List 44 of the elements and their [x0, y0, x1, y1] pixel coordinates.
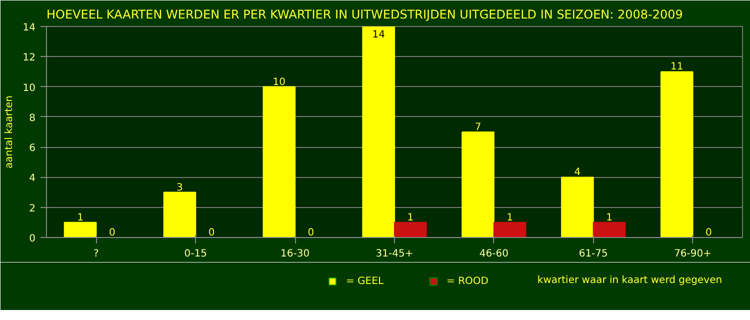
x-tick-label: ? — [94, 248, 99, 260]
x-tick-label: 76-90+ — [674, 248, 712, 260]
bar — [561, 176, 594, 238]
y-tick-label: 12 — [22, 52, 36, 64]
data-label: 14 — [372, 30, 385, 40]
bar — [163, 192, 196, 238]
data-label: 4 — [574, 167, 581, 178]
data-label: 0 — [706, 228, 712, 238]
y-tick-label: 10 — [22, 82, 36, 94]
x-tick-label: 61-75 — [578, 248, 608, 260]
data-label: 1 — [407, 212, 414, 224]
x-tick-label: 0-15 — [184, 248, 207, 260]
x-tick-label: 46-60 — [479, 248, 508, 260]
x-axis-title: kwartier waar in kaart werd gegeven — [537, 275, 722, 286]
data-label: 1 — [606, 212, 612, 224]
bar — [493, 222, 526, 238]
data-label: 0 — [108, 228, 116, 238]
data-label: 0 — [208, 228, 215, 238]
legend-label: = ROOD — [446, 276, 488, 286]
y-tick-label: 4 — [29, 173, 36, 184]
data-label: 11 — [670, 62, 684, 73]
data-label: 7 — [474, 122, 482, 133]
data-label: 3 — [176, 182, 183, 194]
y-axis-title: aantal kaarten — [4, 95, 15, 168]
x-tick-label: 31-45+ — [376, 248, 414, 260]
bar — [362, 26, 395, 238]
bar — [64, 222, 97, 238]
chart-title: HOEVEEL KAARTEN WERDEN ER PER KWARTIER IN UITWEDSTRIJDEN UITGEDEELD IN SEIZOEN: 2008-2009 — [46, 8, 683, 22]
y-tick-label: 14 — [22, 22, 36, 34]
bar — [462, 132, 494, 238]
bar — [592, 222, 626, 238]
data-label: 10 — [272, 76, 286, 88]
y-tick-label: 0 — [29, 234, 36, 244]
y-tick-label: 2 — [29, 203, 36, 214]
bar — [262, 86, 296, 238]
data-label: 1 — [506, 212, 514, 224]
x-tick-label: 16-30 — [280, 248, 310, 260]
y-tick-label: 6 — [29, 143, 36, 154]
data-label: 1 — [77, 212, 84, 224]
y-tick-label: 8 — [29, 112, 36, 124]
data-label: 0 — [308, 228, 314, 238]
bar — [660, 71, 694, 238]
bar — [394, 222, 427, 238]
legend-label: = GEEL — [346, 276, 384, 286]
